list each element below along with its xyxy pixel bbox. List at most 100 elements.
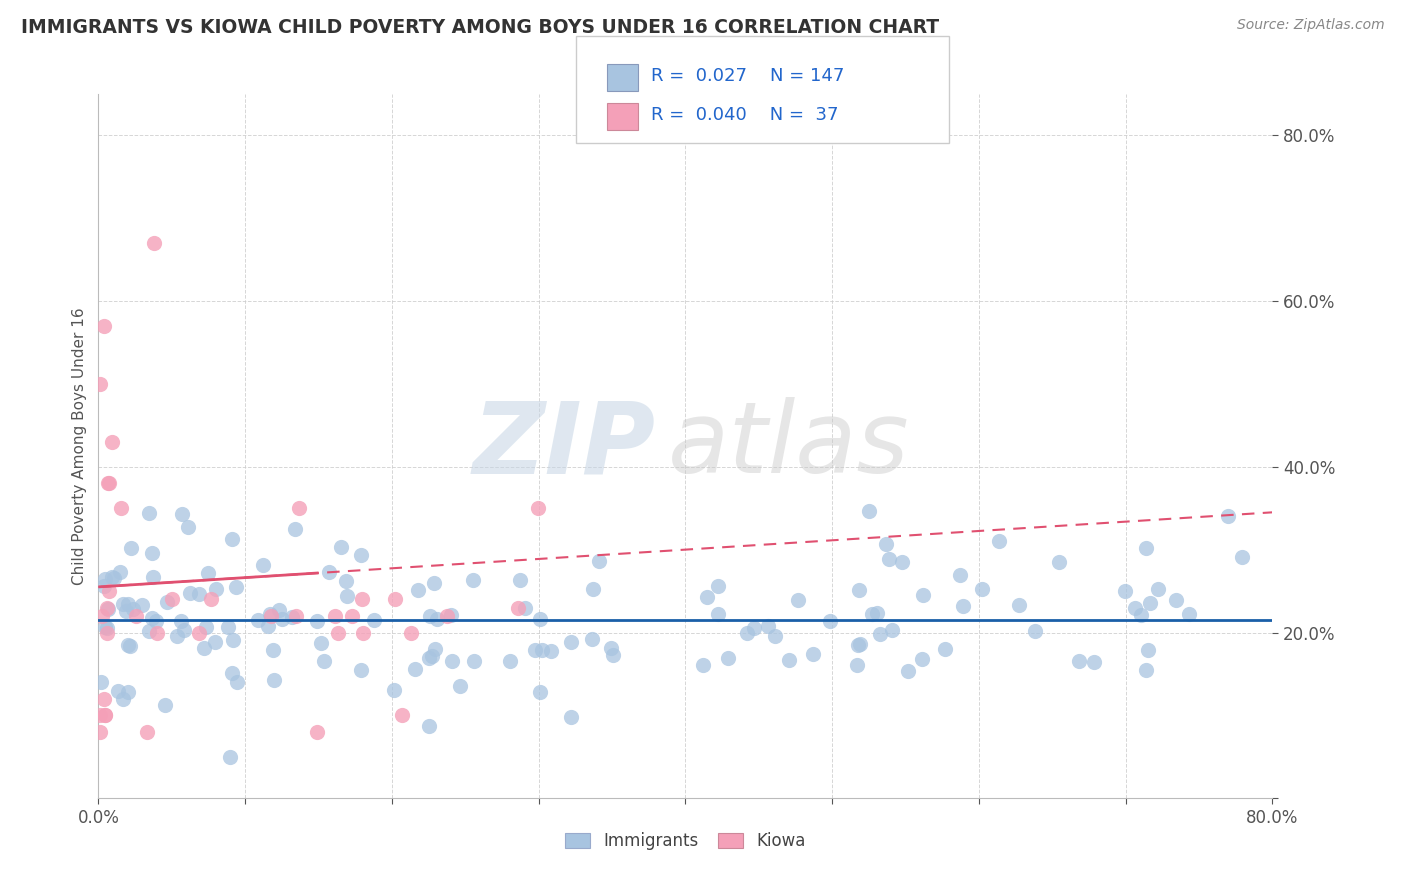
Point xyxy=(426,612,449,626)
Point xyxy=(94,572,117,586)
Point xyxy=(399,625,422,640)
Point xyxy=(205,582,228,596)
Point xyxy=(1135,541,1157,556)
Point xyxy=(179,586,201,600)
Point xyxy=(187,587,209,601)
Point xyxy=(440,654,463,668)
Point xyxy=(440,608,463,623)
Point xyxy=(142,570,165,584)
Point xyxy=(540,644,562,658)
Point xyxy=(94,708,117,723)
Point xyxy=(252,558,274,573)
Point xyxy=(97,602,120,616)
Point xyxy=(156,595,179,609)
Point xyxy=(1114,583,1136,598)
Point xyxy=(706,579,728,593)
Point xyxy=(1178,607,1201,622)
Point xyxy=(122,601,145,615)
Point xyxy=(1083,655,1105,669)
Point xyxy=(1123,601,1146,615)
Point xyxy=(897,664,920,678)
Point xyxy=(309,636,332,650)
Point xyxy=(170,507,193,521)
Point xyxy=(170,614,193,628)
Text: IMMIGRANTS VS KIOWA CHILD POVERTY AMONG BOYS UNDER 16 CORRELATION CHART: IMMIGRANTS VS KIOWA CHILD POVERTY AMONG … xyxy=(21,18,939,37)
Point xyxy=(858,504,880,518)
Point xyxy=(288,501,311,516)
Point xyxy=(1136,643,1159,657)
Point xyxy=(138,624,160,638)
Point xyxy=(436,609,458,624)
Point xyxy=(987,534,1010,549)
Point xyxy=(226,674,249,689)
Point xyxy=(912,588,935,602)
Point xyxy=(138,506,160,520)
Point xyxy=(280,609,302,624)
Point xyxy=(222,633,245,648)
Point xyxy=(420,648,443,663)
Point xyxy=(418,719,440,733)
Point xyxy=(94,619,117,633)
Point xyxy=(246,613,269,627)
Point xyxy=(846,657,869,672)
Point xyxy=(848,638,870,652)
Point xyxy=(862,607,884,621)
Point xyxy=(531,642,554,657)
Point xyxy=(93,318,115,333)
Point xyxy=(1135,663,1157,677)
Point xyxy=(307,725,329,739)
Point xyxy=(93,579,115,593)
Point xyxy=(1047,556,1070,570)
Point xyxy=(98,476,121,491)
Point xyxy=(112,692,135,706)
Point xyxy=(1147,582,1170,596)
Point xyxy=(1024,624,1046,638)
Point xyxy=(335,574,357,588)
Point xyxy=(706,607,728,621)
Point xyxy=(803,647,825,661)
Point xyxy=(141,546,163,560)
Point xyxy=(160,592,183,607)
Point xyxy=(93,691,115,706)
Point xyxy=(219,750,242,764)
Text: ZIP: ZIP xyxy=(472,398,657,494)
Point xyxy=(197,566,219,580)
Point xyxy=(200,592,222,607)
Point xyxy=(1129,608,1152,623)
Text: R =  0.040    N =  37: R = 0.040 N = 37 xyxy=(651,106,838,124)
Point xyxy=(110,565,132,579)
Point xyxy=(877,551,900,566)
Point xyxy=(120,639,142,653)
Point xyxy=(418,651,440,665)
Point xyxy=(117,685,139,699)
Point xyxy=(117,638,139,652)
Point xyxy=(423,576,446,591)
Point xyxy=(696,590,718,604)
Point xyxy=(820,614,842,628)
Point xyxy=(949,568,972,582)
Point xyxy=(1230,549,1253,564)
Point xyxy=(461,573,484,587)
Point xyxy=(221,666,243,681)
Point xyxy=(117,597,139,611)
Point xyxy=(89,708,111,723)
Point xyxy=(340,609,363,624)
Point xyxy=(225,580,247,594)
Point xyxy=(155,698,177,713)
Point xyxy=(260,609,283,624)
Point xyxy=(515,601,537,615)
Point xyxy=(560,635,582,649)
Point xyxy=(882,624,904,638)
Point xyxy=(124,609,146,624)
Point xyxy=(193,640,215,655)
Legend: Immigrants, Kiowa: Immigrants, Kiowa xyxy=(558,826,813,857)
Point xyxy=(717,651,740,665)
Point xyxy=(217,620,239,634)
Text: R =  0.027    N = 147: R = 0.027 N = 147 xyxy=(651,67,845,85)
Point xyxy=(96,625,118,640)
Point xyxy=(1218,508,1240,523)
Point xyxy=(849,636,872,650)
Point xyxy=(529,684,551,698)
Point xyxy=(336,589,359,603)
Point xyxy=(352,625,374,640)
